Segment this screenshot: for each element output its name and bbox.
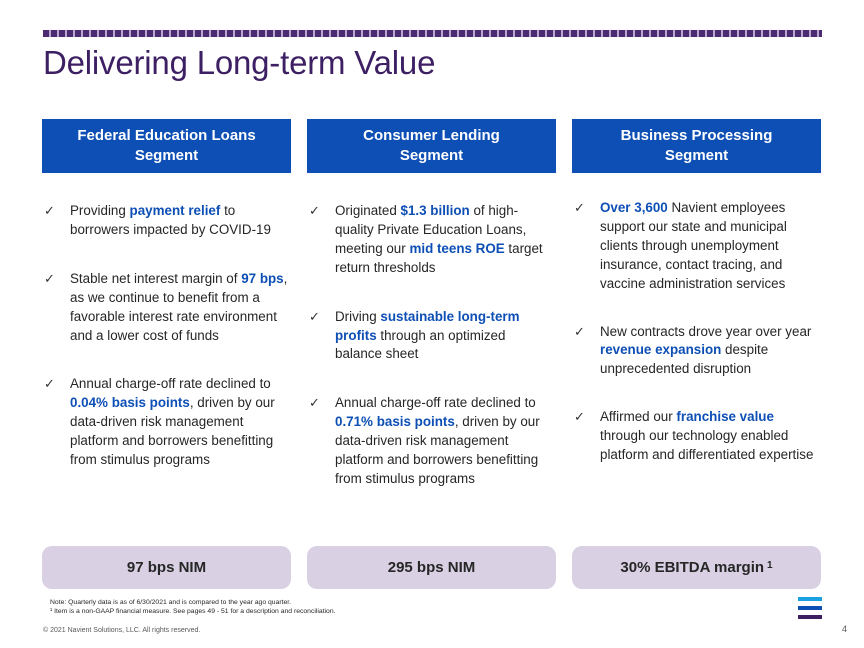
- bullet-text: despite unprecedented disruption: [600, 342, 769, 377]
- bullet-text: Annual charge-off rate declined to: [335, 395, 536, 411]
- page-number: 4: [842, 624, 848, 634]
- highlight-text: $1.3 billion: [400, 203, 470, 218]
- checkmark-icon: ✓: [574, 323, 585, 339]
- segment-header: Consumer Lending Segment: [307, 119, 556, 173]
- bullet-list: ✓ Providing payment relief to borrowers i…: [42, 202, 291, 470]
- bullet-text: , as we continue to benefit from a favor…: [70, 270, 288, 343]
- checkmark-icon: ✓: [309, 308, 320, 324]
- checkmark-icon: ✓: [309, 395, 320, 411]
- page-title: Delivering Long-term Value: [43, 44, 436, 81]
- bullet-item: ✓ Annual charge-off rate declined to 0.71…: [307, 394, 556, 489]
- segment-header: Federal Education Loans Segment: [42, 119, 291, 173]
- checkmark-icon: ✓: [44, 203, 55, 218]
- top-dotted-bar: [43, 30, 822, 37]
- bullet-text: Originated: [335, 203, 401, 218]
- metric-label: 30% EBITDA margin: [620, 559, 765, 576]
- bullet-item: ✓ Stable net interest margin of 97 bps, a…: [42, 270, 291, 346]
- checkmark-icon: ✓: [574, 409, 585, 425]
- bullet-item: ✓ Annual charge-off rate declined to 0.04…: [42, 375, 291, 470]
- column-business-processing: Business Processing Segment ✓ Over 3,600 …: [572, 119, 821, 465]
- checkmark-icon: ✓: [574, 200, 585, 215]
- column-consumer-lending: Consumer Lending Segment ✓ Originated $1.…: [307, 119, 556, 489]
- bullet-text: target return thresholds: [335, 240, 543, 275]
- highlight-text: 0.71% basis points: [335, 414, 455, 430]
- metric-label: 97 bps NIM: [126, 559, 207, 576]
- footnote-marker: 1: [767, 560, 773, 571]
- bullet-text: to borrowers impacted by COVID-19: [70, 203, 271, 237]
- copyright: © 2021 Navient Solutions, LLC. All right…: [43, 627, 201, 634]
- bullet-text: Providing: [70, 203, 130, 218]
- checkmark-icon: ✓: [44, 376, 55, 392]
- bullet-text: Stable net interest margin of: [70, 270, 242, 286]
- bullet-item: ✓ New contracts drove year over year reve…: [572, 323, 821, 380]
- bullet-item: ✓ Originated $1.3 billion of high-quality…: [307, 202, 556, 278]
- bullet-text: Navient employees support our state and …: [600, 200, 787, 291]
- column-federal-education-loans: Federal Education Loans Segment ✓ Providi…: [42, 119, 291, 470]
- bullet-text: Affirmed our: [600, 409, 677, 425]
- bullet-text: , driven by our data-driven risk managem…: [70, 395, 275, 468]
- logo-stripe: [798, 615, 822, 619]
- bullet-list: ✓ Originated $1.3 billion of high-quality…: [307, 202, 556, 489]
- footnote-line: Note: Quarterly data is as of 6/30/2021 …: [50, 599, 292, 606]
- highlight-text: revenue expansion: [600, 342, 722, 358]
- highlight-text: sustainable long-term profits: [335, 308, 520, 343]
- navient-stripes-logo-icon: [798, 597, 822, 624]
- footnotes: Note: Quarterly data is as of 6/30/2021 …: [50, 598, 336, 616]
- bullet-item: ✓ Over 3,600 Navient employees support ou…: [572, 199, 821, 294]
- bullet-text: New contracts drove year over year: [600, 323, 812, 339]
- metric-badge-consumer: 295 bps NIM: [307, 546, 556, 589]
- bullet-item: ✓ Driving sustainable long-term profits t…: [307, 308, 556, 365]
- highlight-text: Over 3,600: [600, 200, 668, 215]
- highlight-text: franchise value: [676, 409, 774, 425]
- metric-badge-business: 30% EBITDA margin 1: [572, 546, 821, 589]
- checkmark-icon: ✓: [309, 203, 320, 218]
- bullet-list: ✓ Over 3,600 Navient employees support ou…: [572, 199, 821, 465]
- bullet-item: ✓ Affirmed our franchise value through ou…: [572, 408, 821, 465]
- highlight-text: payment relief: [129, 203, 221, 218]
- segment-header: Business Processing Segment: [572, 119, 821, 173]
- metric-badge-federal: 97 bps NIM: [42, 546, 291, 589]
- bullet-text: , driven by our data-driven risk managem…: [335, 414, 540, 486]
- bullet-text: Annual charge-off rate declined to: [70, 376, 271, 392]
- bullet-item: ✓ Providing payment relief to borrowers i…: [42, 202, 291, 240]
- bullet-text: through our technology enabled platform …: [600, 428, 814, 463]
- bullet-text: of high-quality Private Education Loans,…: [335, 203, 527, 256]
- footnote-line: ¹ Item is a non-GAAP financial measure. …: [50, 608, 336, 615]
- highlight-text: mid teens ROE: [409, 240, 505, 256]
- highlight-text: 97 bps: [241, 270, 284, 286]
- bullet-text: Driving: [335, 308, 381, 324]
- metric-label: 295 bps NIM: [387, 559, 476, 576]
- highlight-text: 0.04% basis points: [70, 395, 190, 411]
- bullet-text: through an optimized balance sheet: [335, 327, 506, 362]
- checkmark-icon: ✓: [44, 270, 55, 286]
- logo-stripe: [798, 597, 822, 601]
- logo-stripe: [798, 606, 822, 610]
